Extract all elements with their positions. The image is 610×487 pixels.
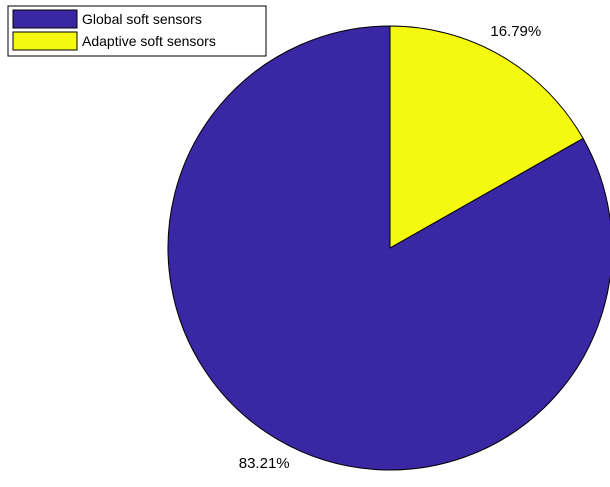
legend: Global soft sensors Adaptive soft sensors [7,5,267,57]
legend-label-adaptive-soft-sensors: Adaptive soft sensors [82,33,216,49]
pie-slice-adaptive-soft-sensors [389,25,584,249]
legend-swatch-adaptive-soft-sensors [12,31,78,51]
percent-label-adaptive-soft-sensors: 16.79% [490,23,541,40]
percent-label-global-soft-sensors: 83.21% [239,455,290,472]
legend-swatch-global-soft-sensors [12,9,78,29]
pie-slices [167,25,610,471]
pie-slice-global-soft-sensors [167,25,610,471]
pie-percent-labels: 16.79% 83.21% [239,23,541,472]
legend-label-global-soft-sensors: Global soft sensors [82,11,202,27]
